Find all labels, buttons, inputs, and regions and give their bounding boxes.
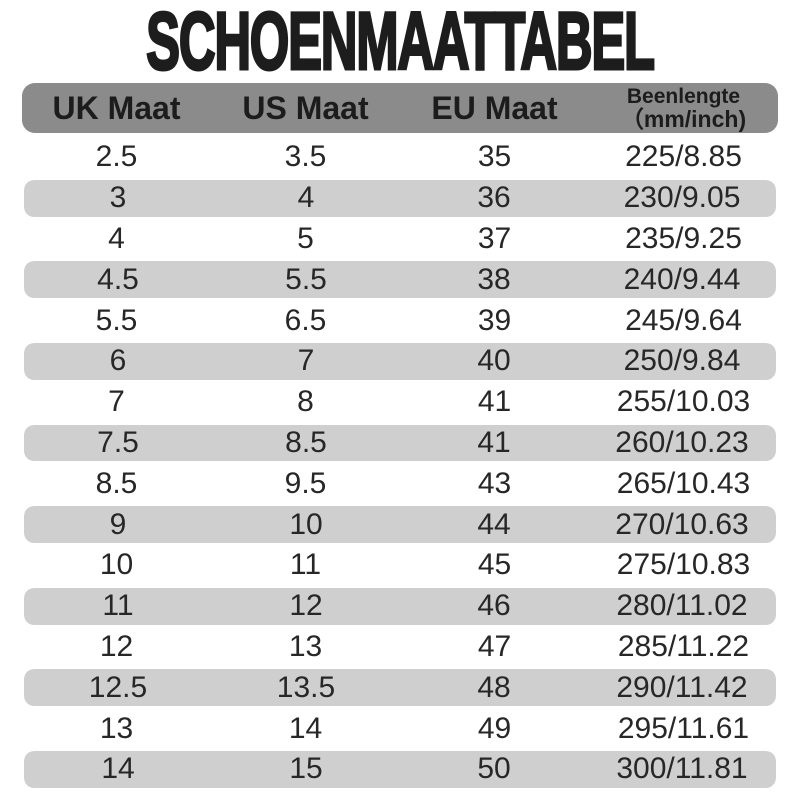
cell-us: 10 xyxy=(289,507,323,541)
cell-us: 13.5 xyxy=(276,670,336,704)
cell-length: 290/11.42 xyxy=(616,670,748,704)
cell-uk: 14 xyxy=(101,752,135,786)
cell-us: 13 xyxy=(288,629,323,663)
cell-length: 225/8.85 xyxy=(625,140,742,174)
cell-us: 15 xyxy=(289,752,323,786)
table-row: 2.5 3.5 35 225/8.85 xyxy=(22,137,778,178)
table-row: 3 4 36 230/9.05 xyxy=(22,177,778,219)
cell-length: 245/9.64 xyxy=(625,303,742,337)
cell-eu: 39 xyxy=(477,303,512,337)
cell-length: 280/11.02 xyxy=(616,589,748,623)
cell-us: 8 xyxy=(297,385,314,419)
table-row: 7 8 41 255/10.03 xyxy=(22,382,778,423)
cell-eu: 46 xyxy=(477,589,511,623)
cell-length: 265/10.43 xyxy=(616,466,751,500)
cell-length: 285/11.22 xyxy=(617,629,750,663)
cell-eu: 40 xyxy=(477,344,511,378)
column-header-us-maat: US Maat xyxy=(242,90,369,126)
table-header-row: UK Maat US Maat EU Maat Beenlengte （mm/i… xyxy=(22,83,778,133)
cell-eu: 49 xyxy=(477,711,512,745)
column-header-eu-maat: EU Maat xyxy=(431,90,558,126)
cell-us: 9.5 xyxy=(284,466,327,500)
cell-us: 5.5 xyxy=(285,262,327,296)
cell-us: 5 xyxy=(297,221,314,255)
cell-length: 260/10.23 xyxy=(615,425,749,459)
cell-length: 250/9.84 xyxy=(623,344,741,378)
table-row: 10 11 45 275/10.83 xyxy=(22,545,778,586)
column-header-beenlengte: Beenlengte （mm/inch) xyxy=(589,84,778,132)
table-row: 7.5 8.5 41 260/10.23 xyxy=(22,422,778,464)
cell-uk: 4.5 xyxy=(97,262,139,296)
table-row: 14 15 50 300/11.81 xyxy=(22,748,778,790)
cell-us: 12 xyxy=(289,589,323,623)
table-row: 4.5 5.5 38 240/9.44 xyxy=(22,259,778,301)
cell-eu: 41 xyxy=(477,385,512,419)
cell-us: 3.5 xyxy=(284,140,327,174)
cell-length: 295/11.61 xyxy=(617,711,750,745)
cell-us: 14 xyxy=(288,711,323,745)
cell-us: 6.5 xyxy=(284,303,327,337)
cell-uk: 12 xyxy=(99,629,134,663)
cell-eu: 45 xyxy=(477,548,512,582)
table-row: 6 7 40 250/9.84 xyxy=(22,340,778,382)
table-row: 12.5 13.5 48 290/11.42 xyxy=(22,667,778,709)
table-row: 9 10 44 270/10.63 xyxy=(22,504,778,545)
cell-eu: 44 xyxy=(477,507,511,541)
cell-uk: 5.5 xyxy=(95,303,138,337)
cell-eu: 35 xyxy=(477,140,512,174)
cell-us: 7 xyxy=(297,344,315,378)
table-row: 13 14 49 295/11.61 xyxy=(22,708,778,749)
cell-length: 230/9.05 xyxy=(623,181,741,215)
cell-eu: 37 xyxy=(477,221,512,255)
cell-uk: 6 xyxy=(109,344,127,378)
cell-uk: 7 xyxy=(108,385,125,419)
table-row: 11 12 46 280/11.02 xyxy=(22,585,778,627)
cell-uk: 13 xyxy=(99,711,134,745)
cell-uk: 9 xyxy=(109,507,127,541)
cell-eu: 38 xyxy=(477,262,511,296)
cell-eu: 48 xyxy=(477,670,511,704)
cell-uk: 12.5 xyxy=(88,670,148,704)
column-header-beenlengte-label: Beenlengte xyxy=(626,84,741,108)
table-row: 8.5 9.5 43 265/10.43 xyxy=(22,463,778,504)
cell-us: 11 xyxy=(289,548,322,582)
cell-eu: 41 xyxy=(477,425,511,459)
cell-uk: 10 xyxy=(99,548,134,582)
cell-uk: 3 xyxy=(109,181,127,215)
cell-us: 8.5 xyxy=(285,425,327,459)
cell-eu: 36 xyxy=(477,181,511,215)
cell-eu: 50 xyxy=(477,752,511,786)
table-row: 5.5 6.5 39 245/9.64 xyxy=(22,300,778,341)
column-header-beenlengte-unit: （mm/inch) xyxy=(620,105,747,132)
cell-length: 235/9.25 xyxy=(625,221,742,255)
cell-uk: 8.5 xyxy=(95,466,138,500)
cell-length: 275/10.83 xyxy=(616,548,751,582)
table-row: 4 5 37 235/9.25 xyxy=(22,219,778,260)
table-row: 12 13 47 285/11.22 xyxy=(22,627,778,668)
cell-length: 270/10.63 xyxy=(615,507,749,541)
cell-uk: 2.5 xyxy=(95,140,138,174)
column-header-uk-maat: UK Maat xyxy=(52,90,181,126)
cell-us: 4 xyxy=(297,181,315,215)
cell-length: 240/9.44 xyxy=(623,262,741,296)
table-body: 2.5 3.5 35 225/8.85 3 4 36 230/9.05 4 5 … xyxy=(22,137,778,790)
cell-length: 255/10.03 xyxy=(616,385,751,419)
cell-uk: 4 xyxy=(108,221,125,255)
page-title: SCHOENMAATTABEL xyxy=(145,0,656,89)
cell-eu: 43 xyxy=(477,466,512,500)
cell-eu: 47 xyxy=(477,629,512,663)
cell-uk: 11 xyxy=(102,589,134,623)
cell-length: 300/11.81 xyxy=(616,752,748,786)
cell-uk: 7.5 xyxy=(97,425,139,459)
